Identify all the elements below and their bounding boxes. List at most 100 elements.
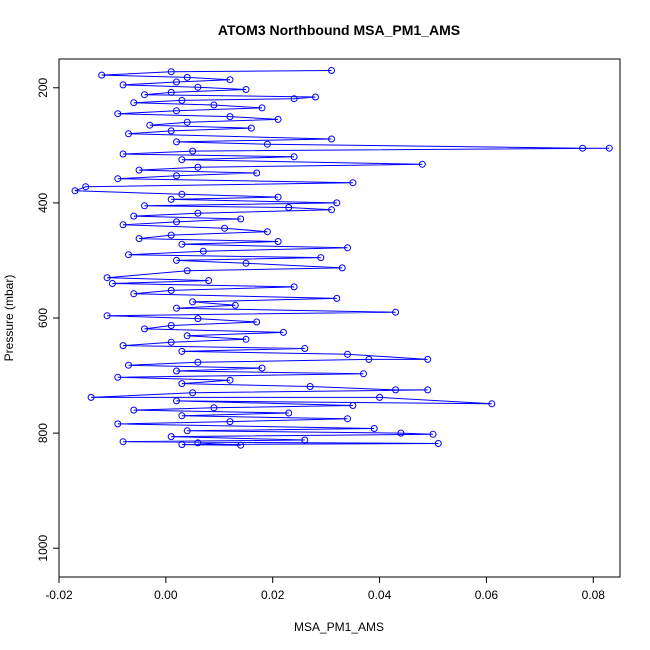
x-axis: -0.02 0.00 0.02 0.04 0.06 0.08 [45,576,605,602]
y-tick-label: 800 [36,423,50,443]
data-point [274,238,282,245]
data-point [173,138,180,146]
data-point [263,140,271,148]
data-point [237,441,245,449]
data-point [338,264,346,272]
data-point [312,93,319,101]
data-point [167,88,175,96]
data-point [242,259,250,267]
data-point [125,251,132,259]
data-point [279,328,287,336]
data-point [114,420,122,428]
data-point [167,127,175,135]
data-point [178,441,186,449]
data-point [119,438,127,446]
data-point [370,425,378,432]
data-point [424,386,432,394]
data-point [178,412,186,420]
data-point [210,404,218,412]
data-point [114,110,122,118]
data-point [194,163,202,171]
data-point [173,397,180,405]
data-point [98,71,106,79]
data-point [290,95,298,103]
data-point [317,254,325,262]
data-point [397,429,405,437]
data-point [194,83,202,91]
data-point [253,169,261,177]
data-point [146,121,154,129]
data-point [194,358,202,366]
data-point [194,209,202,217]
data-point [242,335,250,343]
data-point [258,364,266,372]
data-point [141,91,148,99]
data-point [226,76,234,84]
data-point [226,376,234,384]
data-point [263,228,271,236]
data-point [199,247,207,255]
data-point [183,332,191,340]
data-point [178,96,186,104]
data-point [189,147,197,155]
y-tick-label: 1000 [36,535,50,562]
data-point [119,221,127,229]
y-tick-label: 600 [36,308,50,328]
data-point [173,218,180,226]
data-point [167,68,175,76]
x-tick-label: 0.02 [261,588,285,602]
data-point [579,144,587,152]
data-point [173,304,180,312]
data-point [285,409,293,417]
series-group [71,67,613,449]
data-point [125,130,132,138]
data-point [130,406,138,414]
data-point [349,402,357,409]
data-point [178,156,186,164]
data-point [103,274,111,282]
data-point [376,393,384,401]
data-point [183,118,191,126]
data-point [167,231,175,239]
data-point [424,355,432,363]
data-point [108,280,116,287]
data-point [434,440,442,447]
data-point [221,224,229,232]
data-point [392,308,400,316]
data-point [167,338,175,346]
data-point [333,199,341,207]
data-point [488,400,496,408]
x-axis-label: MSA_PM1_AMS [294,620,384,634]
data-point [141,325,148,333]
data-point [82,183,90,191]
data-point [194,439,202,447]
data-point [87,393,95,401]
data-point [210,101,218,109]
chart-title: ATOM3 Northbound MSA_PM1_AMS [218,22,460,38]
data-point [71,187,79,195]
data-point [114,373,122,381]
data-point [242,86,250,93]
data-point [328,67,335,74]
data-point [103,312,111,320]
x-tick-label: 0.04 [368,588,392,602]
data-point [189,298,197,306]
plot-area [71,67,613,449]
data-point [253,318,261,326]
x-tick-label: -0.02 [45,588,73,602]
data-point [258,104,266,112]
data-point [285,204,293,211]
data-point [178,190,186,198]
data-point [173,256,180,264]
data-point [290,153,298,161]
data-point [365,355,373,363]
data-point [247,124,255,132]
y-tick-label: 200 [36,77,50,97]
data-point [178,380,186,388]
data-point [301,345,309,352]
data-point [119,150,127,158]
data-point [274,115,282,123]
data-point [226,113,234,121]
data-point [167,286,175,294]
